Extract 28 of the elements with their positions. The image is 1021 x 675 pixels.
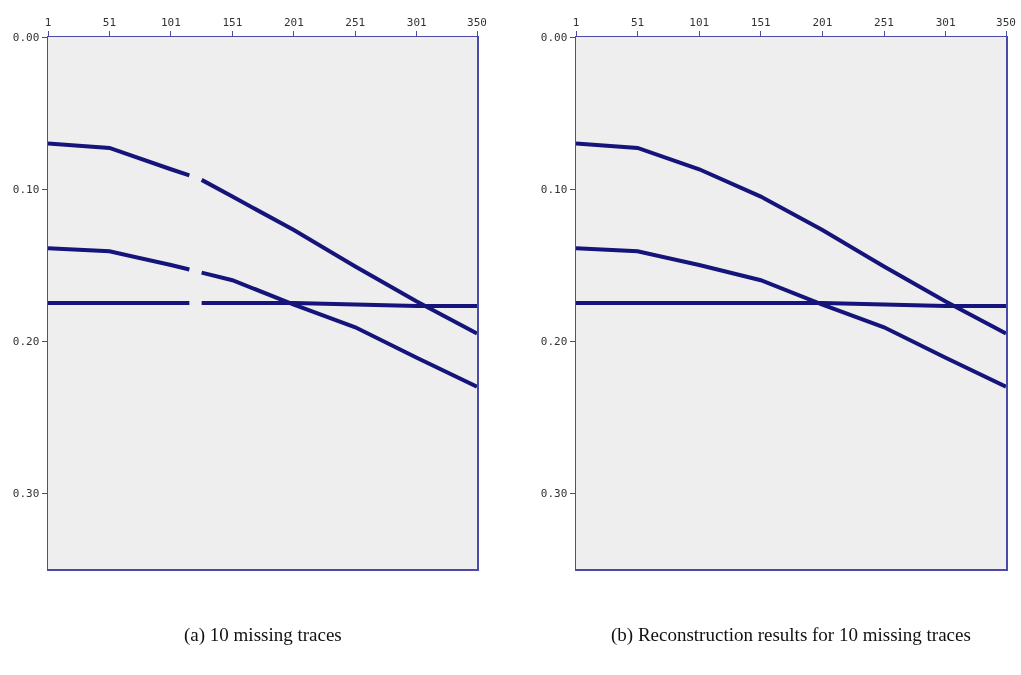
- y-tick-label: 0.10: [540, 182, 568, 196]
- x-tick-label: 201: [283, 16, 304, 30]
- y-tick-label: 0.20: [540, 334, 568, 348]
- x-tick-label: 101: [689, 16, 710, 30]
- x-tick-label: 101: [160, 16, 181, 30]
- x-tick-label: 201: [812, 16, 833, 30]
- text: (b) Reconstruction results for 10 missing traces: [611, 624, 971, 646]
- text: (a) 10 missing traces: [184, 624, 342, 646]
- y-tick-label: 0.00: [12, 30, 40, 44]
- x-tick-label: 1: [572, 16, 580, 30]
- y-tick-label: 0.00: [540, 30, 568, 44]
- x-tick-label: 251: [874, 16, 894, 30]
- y-tick-label: 0.30: [12, 486, 40, 500]
- x-tick-label: 1: [44, 16, 52, 30]
- x-tick-label: 151: [750, 16, 771, 30]
- line-series: [576, 246, 1006, 389]
- x-tick-label: 301: [935, 16, 956, 30]
- x-tick-label: 251: [345, 16, 366, 30]
- x-tick-label: 151: [222, 16, 243, 30]
- x-tick-label: 51: [630, 16, 645, 30]
- y-tick-label: 0.30: [540, 486, 568, 500]
- x-tick-label: 350: [996, 16, 1016, 30]
- y-tick-label: 0.10: [12, 182, 40, 196]
- y-tick-label: 0.20: [12, 334, 40, 348]
- x-tick-label: 51: [102, 16, 117, 30]
- line-series: [576, 141, 1006, 336]
- x-tick-label: 350: [467, 16, 487, 30]
- x-tick-label: 301: [406, 16, 427, 30]
